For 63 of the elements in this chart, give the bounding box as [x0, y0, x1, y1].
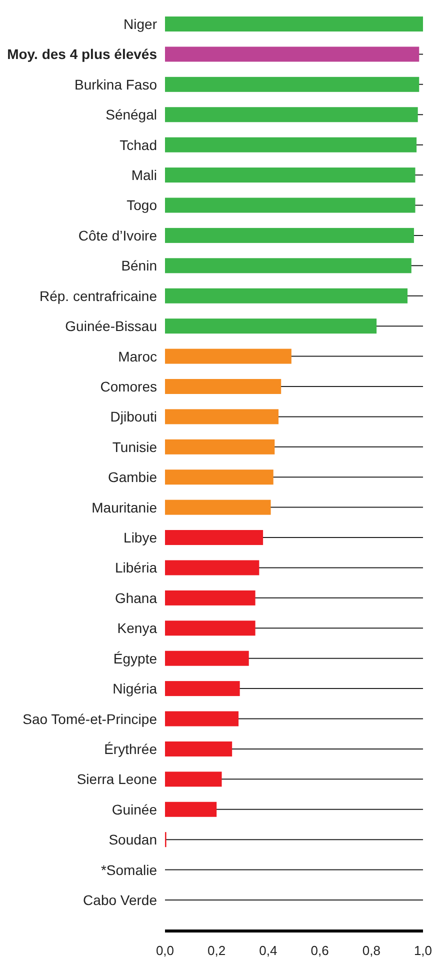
y-tick-label: Djibouti	[110, 408, 157, 425]
y-tick-label: Guinée	[112, 801, 158, 818]
bar	[165, 198, 416, 213]
y-tick-label: Bénin	[121, 258, 157, 274]
y-tick-label: Sénégal	[106, 106, 157, 123]
x-tick-label: 1,0	[414, 943, 432, 958]
y-tick-label: Burkina Faso	[74, 76, 158, 92]
bar	[165, 439, 275, 454]
y-tick-label: Égypte	[113, 650, 158, 666]
bar	[165, 470, 274, 485]
y-tick-label: Moy. des 4 plus élevés	[7, 46, 158, 62]
bar	[165, 288, 408, 304]
y-tick-label: Niger	[124, 16, 158, 32]
bar	[165, 560, 260, 576]
y-tick-label: Libye	[124, 530, 158, 546]
bar	[165, 46, 420, 62]
bar	[165, 258, 412, 274]
bar	[165, 530, 264, 546]
bar	[165, 76, 420, 92]
y-tick-label: Sierra Leone	[76, 771, 158, 788]
y-tick-label: Érythrée	[104, 740, 158, 757]
bar	[165, 107, 418, 122]
bar	[165, 137, 417, 152]
y-tick-label: Maroc	[118, 348, 157, 364]
bar	[165, 500, 271, 515]
x-tick-label: 0,8	[362, 943, 380, 958]
y-tick-label: Gambie	[108, 469, 158, 486]
y-tick-label: Cabo Verde	[83, 892, 158, 908]
bar	[165, 318, 377, 334]
bar	[165, 348, 292, 364]
y-tick-label: Ghana	[114, 590, 158, 606]
bar	[165, 650, 249, 666]
y-tick-label: Tchad	[120, 136, 157, 153]
x-tick-label: 0,2	[208, 943, 226, 958]
bar	[165, 16, 423, 32]
y-tick-label: Togo	[126, 197, 158, 214]
bar	[165, 802, 217, 817]
y-tick-label: Kenya	[117, 620, 158, 636]
bar	[165, 168, 416, 183]
bar	[165, 711, 239, 726]
y-tick-label: Mauritanie	[92, 499, 158, 516]
x-tick-label: 0,6	[310, 943, 329, 958]
bar	[165, 681, 240, 696]
y-tick-label: Guinée-Bissau	[65, 318, 157, 334]
y-tick-label: *Somalie	[100, 862, 158, 878]
x-tick-label: 0,4	[259, 943, 278, 958]
bar	[165, 228, 414, 243]
y-tick-label: Libéria	[114, 560, 158, 576]
y-tick-label: Tunisie	[112, 438, 158, 455]
bar	[165, 620, 256, 636]
y-tick-label: Nigéria	[112, 680, 158, 697]
bar	[165, 772, 222, 787]
bar	[165, 741, 232, 756]
y-tick-label: Mali	[131, 167, 157, 184]
y-tick-label: Sao Tomé-et-Principe	[22, 710, 158, 727]
y-tick-label: Rép. centrafricaine	[39, 288, 158, 304]
y-tick-label: Côte d’Ivoire	[78, 227, 158, 244]
y-tick-label: Comores	[100, 378, 157, 394]
bar	[165, 409, 279, 424]
bar	[165, 378, 282, 394]
y-tick-label: Soudan	[108, 832, 157, 848]
bar	[165, 590, 256, 606]
x-tick-label: 0,0	[156, 943, 174, 958]
